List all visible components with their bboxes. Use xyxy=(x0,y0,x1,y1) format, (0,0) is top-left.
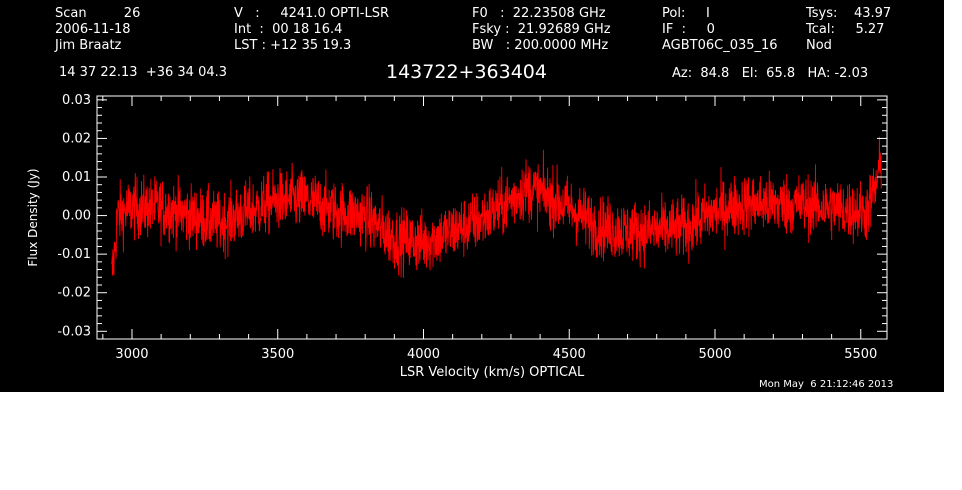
y-tick-label: -0.03 xyxy=(57,324,91,339)
series-line xyxy=(111,136,882,279)
x-tick-label: 5500 xyxy=(844,347,877,362)
switching-mode: Nod xyxy=(806,38,832,53)
rest-frequency: F0 : 22.23508 GHz xyxy=(472,6,606,21)
velocity-readout: V : 4241.0 OPTI-LSR xyxy=(234,6,390,21)
polarization: Pol: I xyxy=(662,6,710,21)
integration-time: Int : 00 18 16.4 xyxy=(234,22,343,37)
y-tick-label: 0.03 xyxy=(62,93,91,108)
tcal: Tcal: 5.27 xyxy=(806,22,885,37)
if-number: IF : 0 xyxy=(662,22,715,37)
bandwidth: BW : 200.0000 MHz xyxy=(472,38,609,53)
plot-frame xyxy=(96,95,888,340)
observer-name: Jim Braatz xyxy=(55,38,122,53)
x-tick-label: 5000 xyxy=(698,347,731,362)
spectrum-plot: 3000 3500 4000 4500 5000 5500 -0.03 -0.02 -0.01 0… xyxy=(26,93,888,380)
spectrum-panel: Scan 26 2006-11-18 Jim Braatz V : 4241.0… xyxy=(0,0,944,392)
y-tick-label: 0.01 xyxy=(62,170,91,185)
scan-number: Scan 26 xyxy=(55,6,141,21)
source-name: 143722+363404 xyxy=(386,61,547,83)
project-id: AGBT06C_035_16 xyxy=(662,38,778,53)
source-coordinates: 14 37 22.13 +36 34 04.3 xyxy=(59,65,228,80)
lst-readout: LST : +12 35 19.3 xyxy=(234,38,352,53)
y-tick-label: 0.00 xyxy=(62,209,91,224)
observation-date: 2006-11-18 xyxy=(55,22,131,37)
sky-frequency: Fsky : 21.92689 GHz xyxy=(472,22,611,37)
y-tick-label: 0.02 xyxy=(62,131,91,146)
az-el-ha: Az: 84.8 El: 65.8 HA: -2.03 xyxy=(672,66,869,81)
y-axis-title: Flux Density (Jy) xyxy=(26,168,40,266)
x-tick-label: 4500 xyxy=(553,347,586,362)
tsys: Tsys: 43.97 xyxy=(806,6,892,21)
y-tick-label: -0.01 xyxy=(57,247,91,262)
x-tick-label: 3500 xyxy=(261,347,294,362)
y-tick-label: -0.02 xyxy=(57,286,91,301)
x-axis-title: LSR Velocity (km/s) OPTICAL xyxy=(400,365,585,380)
plot-timestamp: Mon May 6 21:12:46 2013 xyxy=(759,379,894,390)
x-tick-label: 3000 xyxy=(115,347,148,362)
x-tick-label: 4000 xyxy=(407,347,440,362)
